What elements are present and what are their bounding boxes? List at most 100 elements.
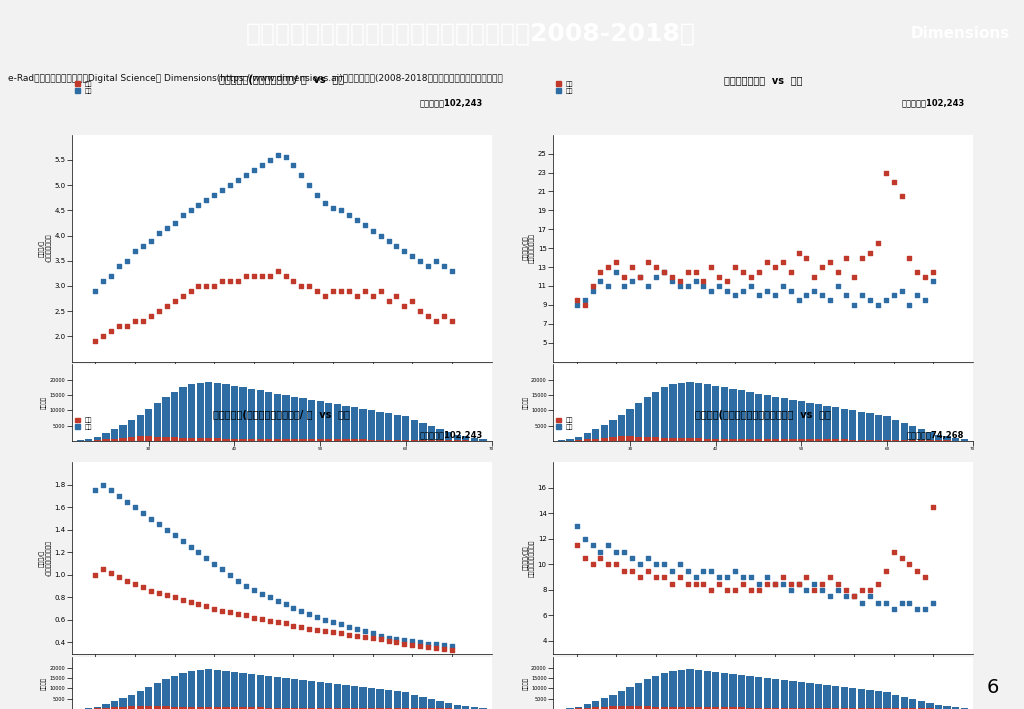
Bar [128,706,135,709]
Bar [334,440,341,441]
Bar [359,708,367,709]
Bar [961,708,968,709]
Point [672,571,688,583]
Bar [643,706,651,709]
Bar [841,409,848,441]
Point [829,578,846,589]
Bar [627,437,634,441]
Bar [790,400,797,441]
Point [420,311,436,322]
Bar [291,396,298,441]
Bar [884,416,891,441]
Point [822,257,839,268]
Bar [342,708,349,709]
Legend: 女性, 男性: 女性, 男性 [556,418,573,430]
Bar [695,708,702,709]
Bar [240,387,247,441]
Point [751,584,767,596]
Point [87,485,103,496]
Bar [197,438,204,441]
Point [829,584,846,596]
Point [135,581,152,593]
Bar [909,425,916,441]
Bar [892,440,899,441]
Point [878,565,894,576]
Bar [454,435,461,441]
Bar [874,440,883,441]
Point [838,252,854,263]
Point [672,559,688,570]
Bar [334,404,341,441]
Point [640,280,656,291]
Bar [575,706,583,709]
Bar [393,440,401,441]
Point [632,559,648,570]
Point [95,564,112,575]
Bar [815,708,822,709]
Point [373,230,389,241]
Y-axis label: 研究者数: 研究者数 [41,676,47,690]
Point [585,559,601,570]
Point [167,296,183,307]
Point [443,316,460,327]
Point [87,285,103,296]
Bar [257,708,264,709]
Point [269,265,286,277]
Point [735,266,752,277]
Point [814,290,830,301]
Bar [721,439,728,441]
Bar [738,391,745,441]
Bar [660,387,668,441]
Bar [746,708,754,709]
Bar [584,704,591,709]
Bar [780,439,787,441]
Bar [780,708,787,709]
Bar [205,707,212,709]
Point [325,627,341,638]
Point [103,270,120,281]
Text: 研究者数：74,268: 研究者数：74,268 [907,430,965,440]
Point [672,276,688,287]
Point [909,290,926,301]
Point [436,260,453,272]
Point [767,578,783,589]
Bar [136,415,143,441]
Point [854,584,870,596]
Bar [230,439,239,441]
Bar [729,674,736,709]
Point [608,266,625,277]
Point [333,619,349,630]
Point [373,633,389,644]
Bar [471,707,478,709]
Point [592,276,608,287]
Point [624,565,640,576]
Bar [643,437,651,441]
Bar [670,671,677,709]
Bar [584,708,591,709]
Y-axis label: 論文数/年
(整数カウント）: 論文数/年 (整数カウント） [39,234,51,262]
Point [648,571,665,583]
Point [254,160,270,171]
Point [672,280,688,291]
Bar [849,411,856,441]
Bar [866,691,873,709]
Point [742,271,759,282]
Point [759,285,775,296]
Bar [746,392,754,441]
Bar [601,437,608,441]
Point [278,598,294,610]
Point [356,220,373,231]
Bar [584,440,591,441]
Bar [935,435,942,441]
Point [901,299,918,311]
Bar [145,437,153,441]
Bar [729,389,736,441]
Bar [342,406,349,441]
Bar [686,438,693,441]
Point [616,280,633,291]
Y-axis label: 研究者数: 研究者数 [41,396,47,409]
Bar [120,425,127,441]
Point [356,631,373,642]
Point [846,299,862,311]
Bar [721,708,728,709]
